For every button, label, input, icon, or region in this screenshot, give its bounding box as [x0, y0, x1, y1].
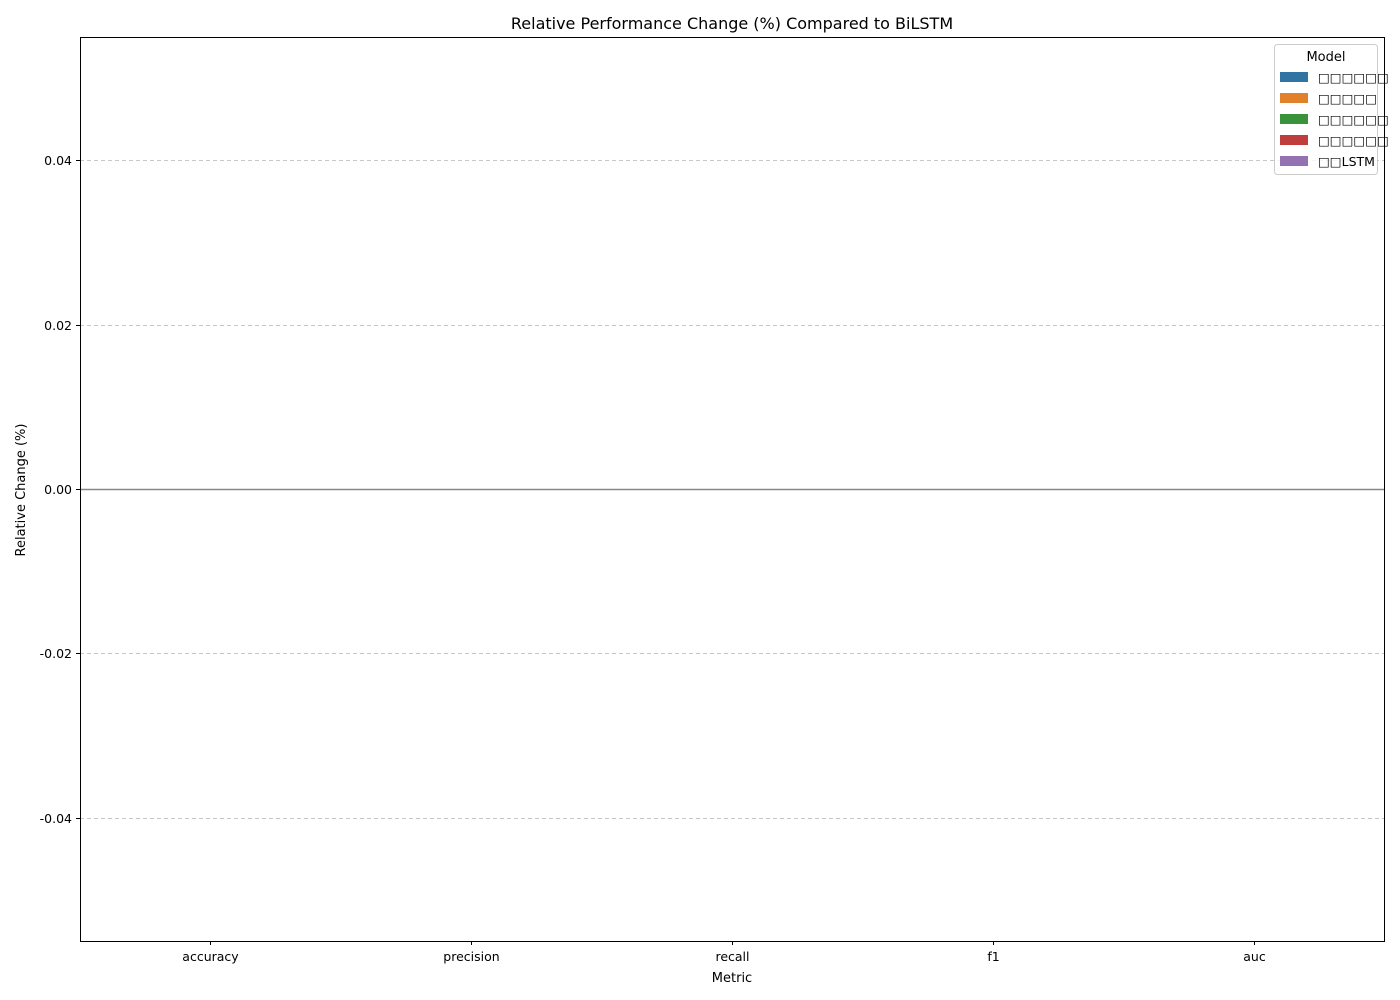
- legend-swatch: [1280, 156, 1308, 166]
- y-axis: -0.04 -0.02 0.00 0.02 0.04: [40, 153, 80, 826]
- y-tick-label: -0.02: [40, 646, 72, 661]
- plot-area: [80, 37, 1385, 942]
- legend-label: □□LSTM: [1318, 154, 1375, 169]
- legend-swatch: [1280, 72, 1308, 82]
- x-tick-label-accuracy: accuracy: [182, 949, 239, 964]
- y-axis-label: Relative Change (%): [14, 424, 29, 557]
- y-tick-label: 0.00: [44, 482, 72, 497]
- chart-title: Relative Performance Change (%) Compared…: [511, 14, 953, 33]
- x-tick-label-auc: auc: [1243, 949, 1266, 964]
- legend-label: □□□□□□: [1318, 112, 1389, 127]
- legend-label: □□□□□: [1318, 91, 1377, 106]
- y-tick-label: 0.04: [44, 153, 72, 168]
- y-tick-label: 0.02: [44, 318, 72, 333]
- legend-label: □□□□□□: [1318, 70, 1389, 85]
- legend: Model □□□□□□□□□□□□□□□□□□□□□□□□□LSTM: [1274, 44, 1389, 175]
- legend-swatch: [1280, 93, 1308, 103]
- x-axis-label: Metric: [712, 971, 752, 986]
- x-axis: accuracy precision recall f1 auc: [182, 941, 1266, 964]
- legend-label: □□□□□□: [1318, 133, 1389, 148]
- y-tick-label: -0.04: [40, 811, 72, 826]
- x-tick-label-precision: precision: [443, 949, 499, 964]
- x-tick-label-recall: recall: [715, 949, 749, 964]
- x-tick-label-f1: f1: [987, 949, 999, 964]
- legend-title: Model: [1306, 50, 1345, 65]
- legend-swatch: [1280, 114, 1308, 124]
- legend-swatch: [1280, 135, 1308, 145]
- legend-items: □□□□□□□□□□□□□□□□□□□□□□□□□LSTM: [1280, 70, 1389, 169]
